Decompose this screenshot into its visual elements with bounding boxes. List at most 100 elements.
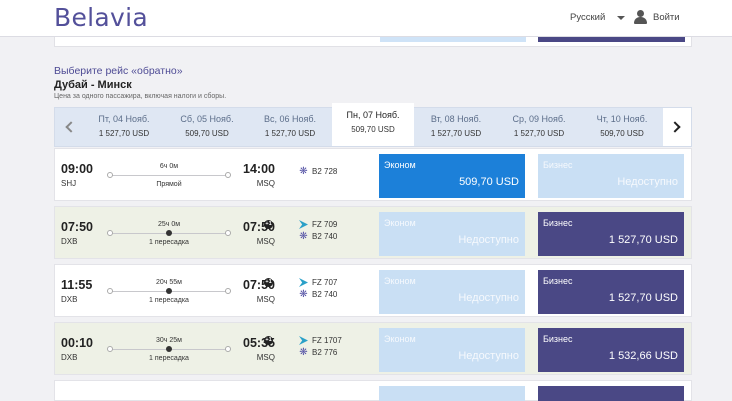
arrival-airport: MSQ	[256, 353, 275, 362]
date-tab[interactable]: Вс, 06 Нояб. 1 527,70 USD	[249, 108, 331, 146]
date-label: Вс, 06 Нояб.	[263, 114, 317, 124]
flight-number[interactable]: FZ 709	[299, 220, 337, 229]
economy-fare-partial[interactable]	[379, 386, 525, 401]
route-line	[107, 346, 231, 352]
flight-row: 11:55 DXB 20ч 55м 1 пересадка 07:50 MSQ +1 FZ 7…	[54, 264, 692, 317]
arrival-airport: MSQ	[256, 237, 275, 246]
flight-code: B2 728	[312, 167, 338, 176]
outbound-selection-card-partial	[54, 37, 692, 47]
fare-price: Недоступно	[617, 176, 678, 188]
date-label: Сб, 05 Нояб.	[180, 114, 234, 124]
fare-price: 1 527,70 USD	[608, 292, 678, 304]
flydubai-icon	[299, 336, 308, 345]
date-price: 1 527,70 USD	[430, 129, 482, 138]
date-tab[interactable]: Чт, 10 Нояб. 509,70 USD	[581, 108, 663, 146]
date-tab[interactable]: Сб, 05 Нояб. 509,70 USD	[166, 108, 248, 146]
date-selector: Пт, 04 Нояб. 1 527,70 USD Сб, 05 Нояб. 509,…	[54, 103, 692, 147]
language-label: Русский	[570, 12, 606, 23]
economy-fare-button[interactable]: Эконом Недоступно	[379, 212, 525, 256]
flight-duration: 6ч 0м	[159, 163, 179, 170]
departure-airport: DXB	[61, 295, 78, 304]
flight-number[interactable]: FZ 707	[299, 278, 337, 287]
flight-number[interactable]: ❋ B2 740	[299, 289, 337, 300]
flight-row: 00:10 DXB 30ч 25м 1 пересадка 05:35 MSQ +1 FZ 1…	[54, 322, 692, 375]
stops-label: 1 пересадка	[149, 297, 189, 304]
departure-time: 09:00	[61, 162, 93, 176]
fare-class: Эконом	[384, 218, 416, 228]
business-fare-button[interactable]: Бизнес 1 532,66 USD	[538, 328, 684, 372]
arrival-airport: MSQ	[256, 295, 275, 304]
login-link[interactable]: Войти	[634, 10, 680, 24]
route-start-dot	[107, 346, 113, 352]
stops-label: 1 пересадка	[149, 355, 189, 362]
flight-number[interactable]: FZ 1707	[299, 336, 342, 345]
date-label: Ср, 09 Нояб.	[512, 114, 566, 124]
economy-fare-button[interactable]: Эконом Недоступно	[379, 328, 525, 372]
date-tab[interactable]: Пт, 04 Нояб. 1 527,70 USD	[83, 108, 165, 146]
flydubai-icon	[299, 278, 308, 287]
date-price: 509,70 USD	[185, 129, 229, 138]
route-start-dot	[107, 172, 113, 178]
route-start-dot	[107, 288, 113, 294]
language-selector[interactable]: Русский	[570, 12, 626, 23]
fare-class: Бизнес	[543, 276, 573, 286]
fare-class: Бизнес	[543, 160, 573, 170]
business-fare-partial[interactable]	[538, 386, 684, 401]
prev-dates-button[interactable]	[55, 108, 83, 146]
date-price: 1 527,70 USD	[98, 129, 150, 138]
belavia-logo[interactable]: Belavia	[54, 3, 148, 32]
user-icon	[634, 10, 647, 24]
departure-time: 00:10	[61, 336, 93, 350]
next-day-badge: +1	[264, 220, 273, 229]
arrival-airport: MSQ	[256, 179, 275, 188]
fare-class: Бизнес	[543, 218, 573, 228]
date-tab[interactable]: Пн, 07 Нояб. 509,70 USD	[332, 103, 414, 146]
site-header: Belavia Русский Войти	[0, 0, 732, 37]
fare-price: Недоступно	[458, 292, 519, 304]
belavia-icon: ❋	[299, 166, 308, 177]
date-price: 1 527,70 USD	[264, 129, 316, 138]
section-title: Выберите рейс «обратно»	[54, 65, 183, 77]
business-fare-button[interactable]: Бизнес 1 527,70 USD	[538, 212, 684, 256]
date-label: Чт, 10 Нояб.	[596, 114, 648, 124]
business-fare-partial[interactable]	[538, 37, 685, 42]
stops-label: Прямой	[156, 181, 182, 188]
date-tab[interactable]: Вт, 08 Нояб. 1 527,70 USD	[415, 108, 497, 146]
economy-fare-button[interactable]: Эконом 509,70 USD	[379, 154, 525, 198]
flight-number[interactable]: ❋ B2 776	[299, 347, 337, 358]
next-day-badge: +1	[264, 278, 273, 287]
next-dates-button[interactable]	[663, 108, 691, 146]
departure-airport: DXB	[61, 237, 78, 246]
belavia-icon: ❋	[299, 289, 308, 300]
flight-code: FZ 709	[312, 220, 338, 229]
route-end-dot	[225, 172, 231, 178]
date-tab[interactable]: Ср, 09 Нояб. 1 527,70 USD	[498, 108, 580, 146]
route-title: Дубай - Минск	[54, 79, 132, 91]
stops-label: 1 пересадка	[149, 239, 189, 246]
fare-price: Недоступно	[458, 350, 519, 362]
route-end-dot	[225, 346, 231, 352]
departure-time: 11:55	[61, 278, 93, 292]
price-note: Цена за одного пассажира, включая налоги…	[54, 93, 227, 100]
economy-fare-button[interactable]: Эконом Недоступно	[379, 270, 525, 314]
chevron-left-icon	[65, 121, 77, 133]
flight-row-partial	[54, 380, 692, 401]
business-fare-button[interactable]: Бизнес Недоступно	[538, 154, 684, 198]
flight-number[interactable]: ❋ B2 728	[299, 166, 338, 177]
fare-class: Бизнес	[543, 334, 573, 344]
belavia-icon: ❋	[299, 347, 308, 358]
flight-code: FZ 1707	[312, 336, 342, 345]
route-line	[107, 288, 231, 294]
belavia-icon: ❋	[299, 231, 308, 242]
flight-row: 07:50 DXB 25ч 0м 1 пересадка 07:50 MSQ +1 FZ 70…	[54, 206, 692, 259]
route-end-dot	[225, 230, 231, 236]
departure-time: 07:50	[61, 220, 93, 234]
flight-code: FZ 707	[312, 278, 338, 287]
date-label: Пн, 07 Нояб.	[346, 110, 400, 120]
business-fare-button[interactable]: Бизнес 1 527,70 USD	[538, 270, 684, 314]
flight-number[interactable]: ❋ B2 740	[299, 231, 337, 242]
fare-class: Эконом	[384, 276, 416, 286]
route-end-dot	[225, 288, 231, 294]
economy-fare-partial[interactable]	[380, 37, 526, 42]
route-line	[107, 172, 231, 178]
